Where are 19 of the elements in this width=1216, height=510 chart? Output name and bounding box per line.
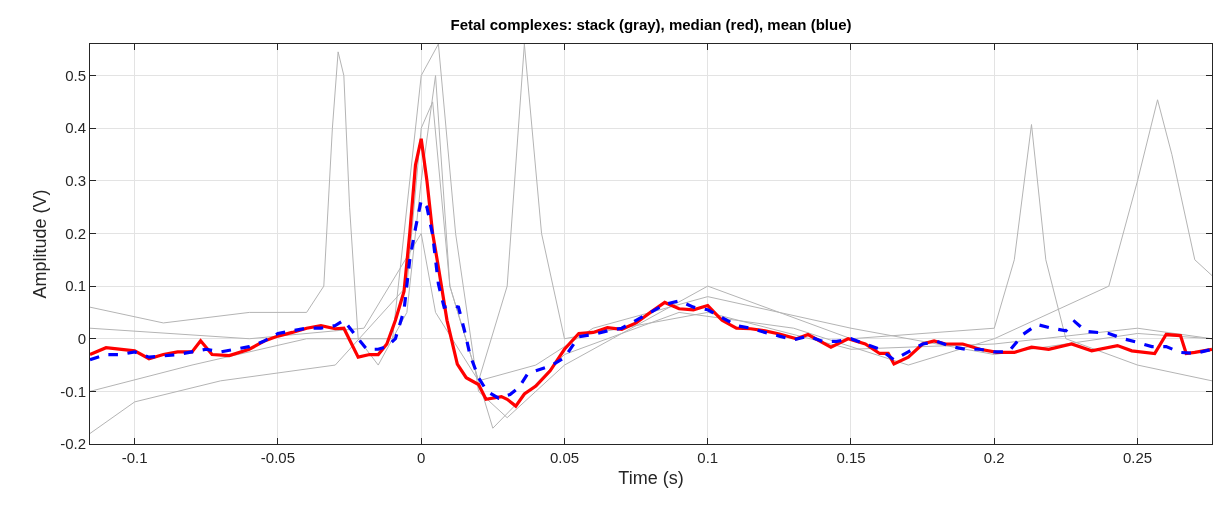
y-tick-label: -0.1 — [60, 382, 86, 400]
x-tick-label: 0.05 — [549, 449, 580, 466]
x-tick-label: 0.2 — [983, 449, 1005, 466]
x-tick-label: -0.1 — [121, 449, 148, 466]
y-tick-label: 0.2 — [65, 224, 86, 242]
x-tick-label: 0 — [417, 449, 426, 466]
x-tick-label: -0.05 — [260, 449, 296, 466]
x-tick-label: 0.1 — [697, 449, 719, 466]
y-tick-label: 0.5 — [65, 66, 86, 84]
y-tick-label: -0.2 — [60, 435, 86, 453]
x-tick-label: 0.25 — [1122, 449, 1153, 466]
y-axis-title: Amplitude (V) — [30, 189, 51, 299]
y-tick-label: 0.4 — [65, 119, 86, 137]
y-tick-label: 0.3 — [65, 172, 86, 190]
y-tick-label: 0 — [77, 329, 86, 347]
chart-title: Fetal complexes: stack (gray), median (red), mean (blue) — [450, 16, 852, 33]
x-tick-label: 0.15 — [836, 449, 866, 466]
x-axis-title: Time (s) — [618, 468, 684, 489]
y-tick-label: 0.1 — [65, 277, 86, 295]
